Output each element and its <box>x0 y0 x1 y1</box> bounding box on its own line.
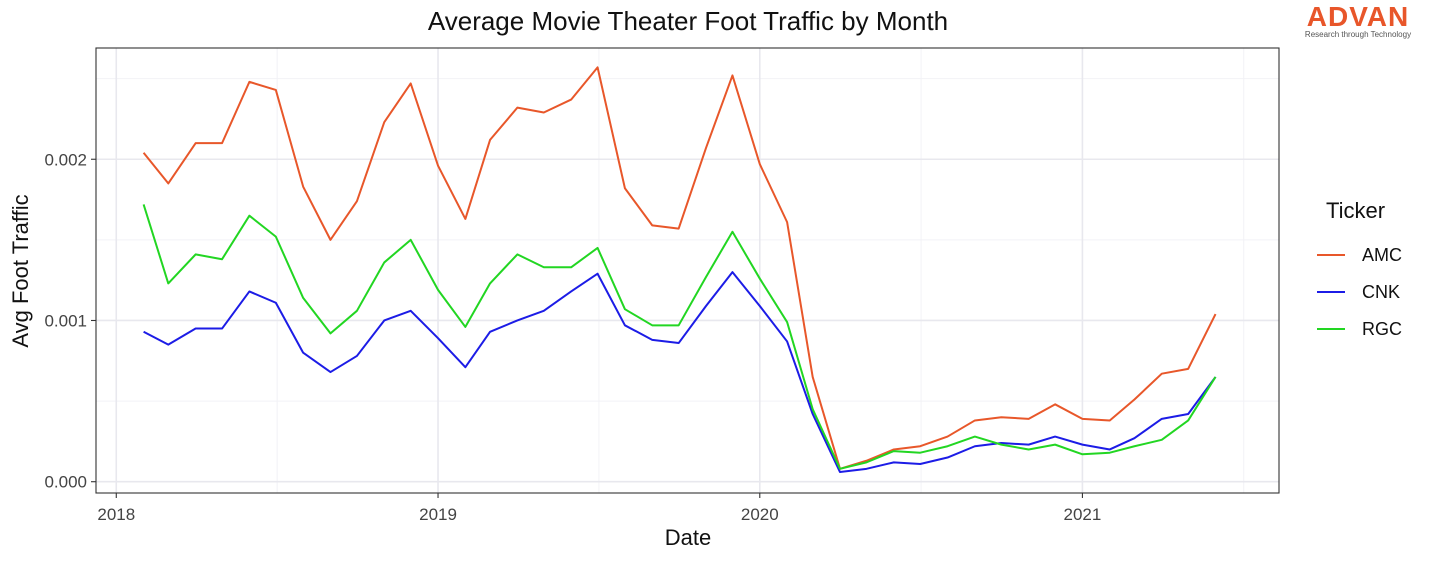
series-line-rgc <box>142 204 1217 470</box>
logo-name: ADVAN <box>1307 1 1409 32</box>
y-tick-label: 0.000 <box>44 473 87 492</box>
series-line-cnk <box>143 271 1217 474</box>
plot-panel <box>96 48 1279 493</box>
x-tick-label: 2019 <box>419 505 457 524</box>
legend-title: Ticker <box>1326 198 1385 223</box>
chart-title: Average Movie Theater Foot Traffic by Mo… <box>428 6 948 36</box>
legend-label: AMC <box>1362 245 1402 265</box>
x-axis-label: Date <box>665 525 711 550</box>
series-lines <box>142 66 1217 474</box>
x-tick-label: 2020 <box>741 505 779 524</box>
x-tick-label: 2021 <box>1064 505 1102 524</box>
x-axis: 2018 2019 2020 2021 <box>97 493 1101 524</box>
series-line-amc <box>142 66 1217 470</box>
y-axis-label: Avg Foot Traffic <box>8 194 33 347</box>
y-axis: 0.000 0.001 0.002 <box>44 150 96 492</box>
logo: ADVAN Research through Technology <box>1305 1 1411 39</box>
y-tick-label: 0.002 <box>44 150 87 169</box>
legend-item-amc: AMC <box>1317 245 1402 265</box>
legend-label: CNK <box>1362 282 1400 302</box>
x-tick-label: 2018 <box>97 505 135 524</box>
legend-item-cnk: CNK <box>1317 282 1400 302</box>
plot-border <box>95 47 1280 494</box>
legend-label: RGC <box>1362 319 1402 339</box>
logo-tagline: Research through Technology <box>1305 30 1411 39</box>
legend: Ticker AMC CNK RGC <box>1317 198 1402 339</box>
y-tick-label: 0.001 <box>44 311 87 330</box>
legend-item-rgc: RGC <box>1317 319 1402 339</box>
legend-items: AMC CNK RGC <box>1317 245 1402 339</box>
